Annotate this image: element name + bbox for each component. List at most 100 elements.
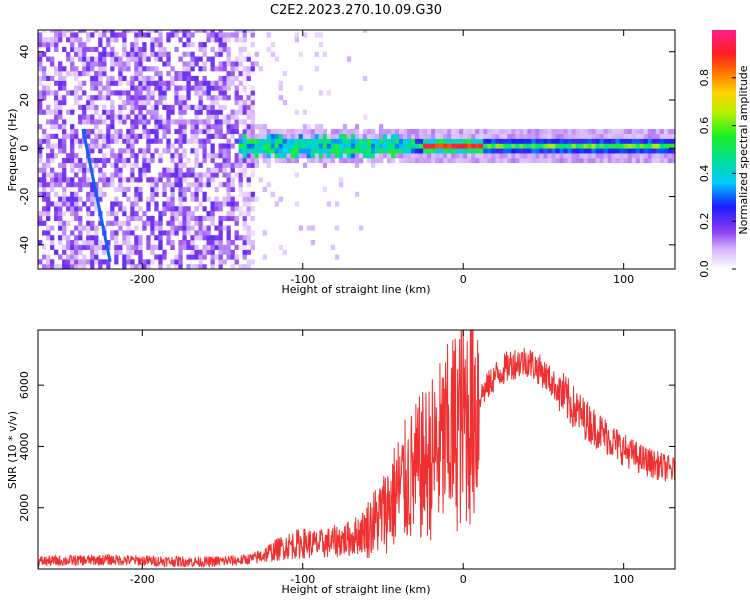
spectrogram-cell bbox=[194, 114, 199, 120]
spectrogram-cell bbox=[527, 148, 532, 154]
spectrogram-cell bbox=[214, 172, 219, 178]
spectrogram-cell bbox=[567, 138, 572, 144]
spectrogram-cell bbox=[42, 254, 47, 260]
spectrogram-cell bbox=[607, 133, 612, 139]
spectrogram-cell bbox=[651, 138, 657, 144]
spectrogram-cell bbox=[150, 37, 155, 43]
spectrogram-cell bbox=[282, 138, 287, 144]
spectrogram-cell bbox=[386, 133, 392, 139]
spectrogram-cell bbox=[62, 196, 67, 202]
spectrogram-cell bbox=[539, 138, 544, 144]
spectrogram-cell bbox=[611, 133, 616, 139]
spectrogram-cell bbox=[134, 51, 139, 57]
spectrogram-cell bbox=[495, 157, 500, 164]
spectrogram-cell bbox=[575, 143, 580, 149]
spectrogram-cell bbox=[182, 30, 187, 33]
spectrogram-cell bbox=[234, 157, 239, 164]
spectrogram-cell bbox=[423, 153, 428, 159]
spectrogram-cell bbox=[106, 259, 111, 265]
spectrogram-cell bbox=[146, 167, 151, 173]
spectrogram-cell bbox=[194, 128, 199, 135]
spectrogram-cell bbox=[94, 85, 99, 91]
spectrogram-cell bbox=[102, 61, 107, 67]
spectrogram-cell bbox=[543, 143, 548, 149]
spectrogram-cell bbox=[551, 153, 556, 159]
spectrogram-cell bbox=[170, 104, 175, 110]
spectrogram-cell bbox=[222, 244, 227, 250]
spectrogram-cell bbox=[403, 133, 408, 139]
spectrogram-cell bbox=[511, 153, 516, 159]
spectrogram-cell bbox=[138, 254, 143, 260]
spectrogram-cell bbox=[130, 264, 135, 269]
spectrogram-cell bbox=[138, 104, 143, 110]
spectrogram-cell bbox=[38, 124, 43, 130]
spectrogram-cell bbox=[70, 177, 75, 183]
spectrogram-cell bbox=[50, 235, 55, 241]
spectrogram-cell bbox=[491, 143, 496, 149]
spectrogram-cell bbox=[234, 244, 239, 250]
spectrogram-cell bbox=[138, 191, 143, 197]
spectrogram-cell bbox=[330, 153, 336, 159]
spectrogram-cell bbox=[318, 133, 324, 139]
spectrogram-cell bbox=[278, 157, 283, 164]
spectrogram-cell bbox=[583, 128, 588, 135]
spectrogram-cell bbox=[78, 56, 83, 62]
spectrogram-cell bbox=[234, 162, 239, 168]
spectrogram-cell bbox=[250, 244, 255, 250]
spectrogram-cell bbox=[226, 157, 231, 164]
spectrogram-cell bbox=[282, 148, 287, 154]
spectrogram-cell bbox=[226, 51, 231, 57]
spectrogram-cell bbox=[78, 244, 83, 250]
spectrogram-cell bbox=[575, 153, 580, 159]
spectrogram-cell bbox=[423, 128, 428, 135]
spectrogram-cell bbox=[50, 201, 55, 207]
spectrogram-cell bbox=[523, 143, 528, 149]
spectrogram-cell bbox=[282, 153, 287, 159]
spectrogram-cell bbox=[186, 119, 191, 125]
spectrogram-cell bbox=[270, 128, 275, 135]
colorbar-tick-label: 0.8 bbox=[698, 69, 711, 87]
spectrogram-cell bbox=[158, 71, 163, 77]
spectrogram-cell bbox=[567, 143, 572, 149]
spectrogram-cell bbox=[190, 85, 195, 91]
spectrogram-cell bbox=[54, 46, 59, 53]
spectrogram-cell bbox=[242, 157, 247, 164]
spectrogram-cell bbox=[643, 148, 649, 154]
spectrogram-cell bbox=[262, 148, 267, 154]
spectrogram-cell bbox=[226, 61, 231, 67]
spectrogram-cell bbox=[114, 128, 119, 135]
spectrogram-cell bbox=[435, 157, 440, 164]
spectrogram-cell bbox=[90, 196, 95, 202]
spectrogram-cell bbox=[310, 153, 316, 159]
spectrogram-cell bbox=[531, 128, 536, 135]
spectrogram-cell bbox=[555, 148, 560, 154]
spectrogram-cell bbox=[274, 143, 279, 149]
spectrogram-cell bbox=[58, 143, 63, 149]
spectrogram-cell bbox=[154, 191, 159, 197]
spectrogram-cell bbox=[70, 196, 75, 202]
spectrogram-cell bbox=[350, 148, 356, 154]
spectrogram-cell bbox=[178, 143, 183, 149]
spectrogram-cell bbox=[106, 114, 111, 120]
spectrogram-cell bbox=[238, 30, 243, 33]
spectrogram-cell bbox=[218, 240, 223, 246]
spectrogram-cell bbox=[190, 42, 195, 48]
spectrogram-cell bbox=[222, 172, 227, 178]
spectrogram-cell bbox=[86, 119, 91, 125]
spectrogram-cell bbox=[443, 128, 448, 135]
spectrogram-cell bbox=[82, 201, 87, 207]
spectrogram-cell bbox=[214, 244, 219, 250]
spectrogram-cell bbox=[250, 196, 255, 202]
spectrogram-cell bbox=[543, 128, 548, 135]
spectrogram-cell bbox=[178, 254, 183, 260]
spectrogram-cell bbox=[118, 32, 123, 38]
spectrogram-cell bbox=[174, 75, 179, 81]
spectrogram-cell bbox=[78, 42, 83, 48]
spectrogram-cell bbox=[146, 128, 151, 135]
spectrogram-cell bbox=[238, 182, 243, 188]
spectrogram-cell bbox=[94, 230, 99, 236]
spectrogram-cell bbox=[78, 162, 83, 168]
spectrogram-cell bbox=[82, 109, 87, 115]
spectrogram-cell bbox=[174, 46, 179, 53]
spectrogram-cell bbox=[58, 109, 63, 115]
